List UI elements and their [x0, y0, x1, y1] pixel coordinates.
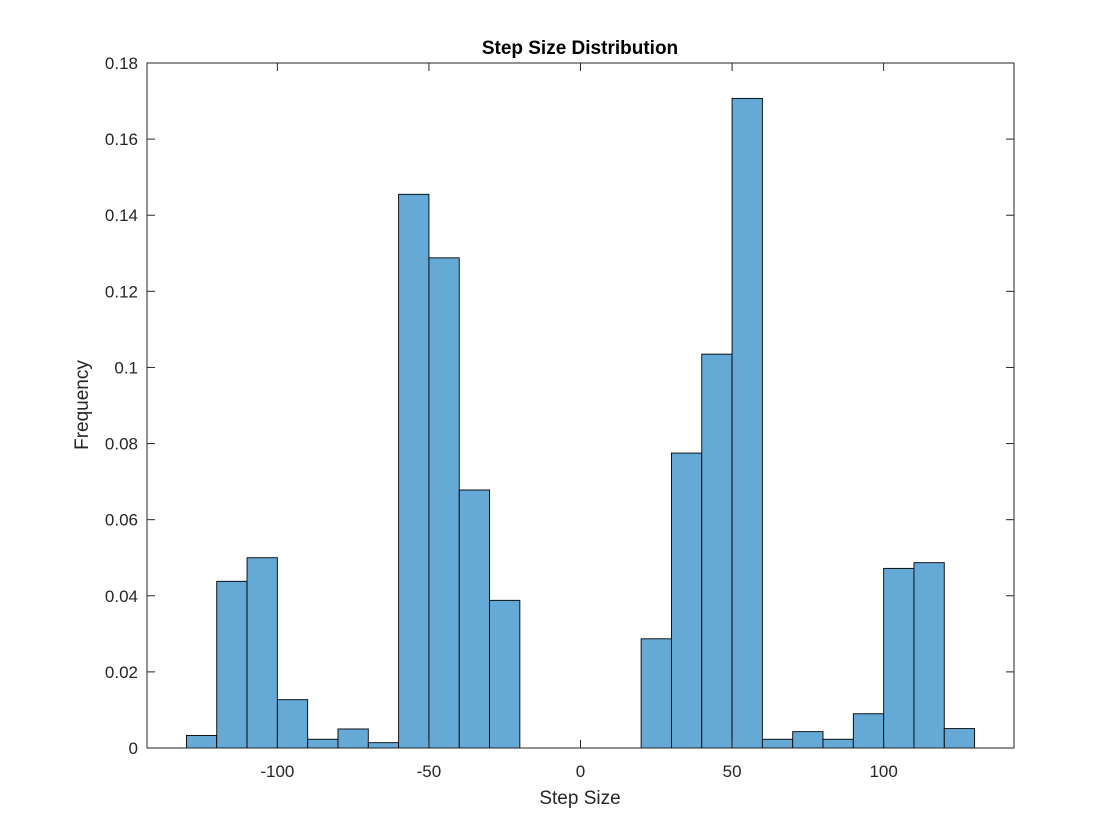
- x-tick-label: -50: [417, 762, 442, 781]
- histogram-bar: [883, 567, 915, 749]
- histogram-bar: [185, 734, 218, 749]
- y-tick-label: 0.12: [105, 282, 138, 301]
- axes-group: -100 -50 0 50 100 0 0.02 0.04 0.06 0.08 0.1 0.12 0.1…: [105, 54, 1015, 781]
- histogram-bar: [731, 97, 763, 749]
- y-axis-label: Frequency: [72, 360, 93, 450]
- histogram-bar: [489, 599, 521, 749]
- histogram-bar: [640, 638, 672, 749]
- y-tick-label: 0: [129, 739, 138, 758]
- y-tick-label: 0.16: [105, 130, 138, 149]
- histogram-bar: [701, 353, 733, 749]
- plot-area: [147, 63, 1014, 748]
- histogram-bar: [367, 742, 400, 749]
- histogram-bar: [276, 699, 309, 749]
- histogram-bar: [216, 580, 248, 749]
- histogram-bar: [458, 489, 490, 749]
- y-tick-label: 0.1: [114, 358, 138, 377]
- histogram-bar: [337, 728, 369, 749]
- histogram-bar: [792, 731, 824, 749]
- histogram-bar: [761, 738, 794, 749]
- x-axis-label: Step Size: [539, 788, 620, 809]
- x-tick-label: -100: [260, 762, 294, 781]
- x-tick-label: 50: [723, 762, 742, 781]
- y-tick-label: 0.08: [105, 435, 138, 454]
- y-tick-label: 0.14: [105, 206, 138, 225]
- x-tick-label: 100: [869, 762, 897, 781]
- y-tick-label: 0.18: [105, 54, 138, 73]
- histogram-bar: [913, 562, 945, 749]
- y-tick-label: 0.02: [105, 663, 138, 682]
- x-tick-label: 0: [576, 762, 585, 781]
- bars-group: [185, 97, 976, 749]
- plot-background: [147, 63, 1014, 748]
- histogram-bar: [398, 193, 430, 749]
- histogram-bar: [822, 738, 854, 749]
- histogram-bar: [428, 257, 460, 749]
- histogram-bar: [307, 738, 339, 749]
- y-tick-label: 0.04: [105, 587, 138, 606]
- histogram-bar: [246, 557, 278, 749]
- y-tick-label: 0.06: [105, 511, 138, 530]
- histogram-bar: [852, 713, 885, 749]
- histogram-bar: [670, 452, 703, 749]
- histogram-bar: [943, 728, 976, 749]
- chart-title: Step Size Distribution: [482, 38, 678, 59]
